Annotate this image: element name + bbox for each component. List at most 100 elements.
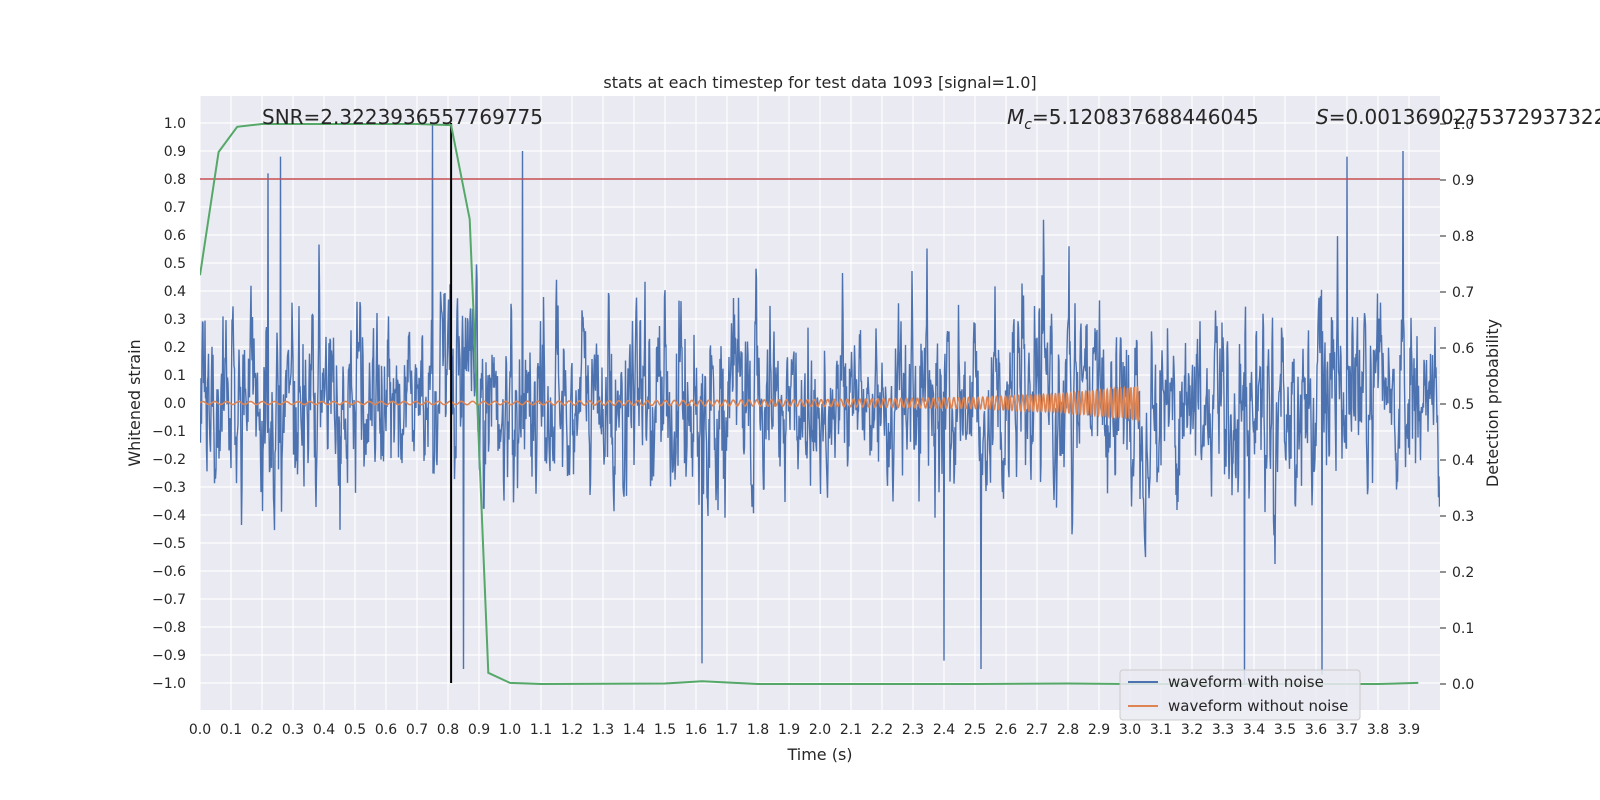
- legend-label-noise: waveform with noise: [1168, 673, 1324, 691]
- x-tick-label: 2.3: [902, 722, 924, 738]
- x-tick-label: 2.2: [871, 722, 893, 738]
- s-symbol: S: [1316, 105, 1329, 129]
- y-tick-label: 0.0: [164, 396, 186, 412]
- y2-tick-label: 0.1: [1452, 621, 1474, 637]
- y2-tick-label: 0.3: [1452, 509, 1474, 525]
- mc-value: =5.120837688446045: [1032, 105, 1259, 129]
- y-tick-label: 0.9: [164, 144, 186, 160]
- y-tick-label: −0.9: [152, 648, 186, 664]
- y2-tick-label: 0.6: [1452, 341, 1474, 357]
- x-tick-label: 0.4: [313, 722, 335, 738]
- series-line-probability: [200, 123, 1419, 686]
- noise-waveform-group: [200, 122, 1440, 684]
- x-tick-label: 3.3: [1212, 722, 1234, 738]
- y-axis-label: Whitened strain: [125, 339, 144, 466]
- x-tick-label: 3.2: [1181, 722, 1203, 738]
- y2-tick-label: 0.8: [1452, 229, 1474, 245]
- s-value: =0.0013690275372937322: [1329, 105, 1600, 129]
- s-annotation: S=0.0013690275372937322: [1316, 105, 1600, 129]
- x-tick-label: 0.0: [189, 722, 211, 738]
- y-tick-label: −0.3: [152, 480, 186, 496]
- x-tick-label: 2.1: [840, 722, 862, 738]
- x-tick-label: 1.0: [499, 722, 521, 738]
- y-ticks: 1.0 0.9 0.8 0.7 0.6 0.5 0.4 0.3 0.2 0.1 0.0 −0.1 −0.…: [152, 116, 186, 692]
- x-tick-label: 3.8: [1367, 722, 1389, 738]
- y2-ticks: 1.0 0.9 0.8 0.7 0.6 0.5 0.4 0.3 0.2 0.1 0.0: [1440, 117, 1474, 693]
- x-tick-label: 0.2: [251, 722, 273, 738]
- x-tick-label: 2.5: [964, 722, 986, 738]
- x-tick-label: 0.1: [220, 722, 242, 738]
- y-tick-label: 0.3: [164, 312, 186, 328]
- y2-tick-label: 0.2: [1452, 565, 1474, 581]
- x-axis-label: Time (s): [786, 745, 852, 764]
- series-line-noise: [200, 122, 1440, 684]
- y2-tick-label: 0.0: [1452, 677, 1474, 693]
- x-tick-label: 0.8: [437, 722, 459, 738]
- y-tick-label: −0.8: [152, 620, 186, 636]
- series-line-clean: [200, 385, 1141, 423]
- x-tick-label: 3.4: [1243, 722, 1265, 738]
- x-tick-label: 1.8: [747, 722, 769, 738]
- y-tick-label: 0.8: [164, 172, 186, 188]
- y2-tick-label: 0.9: [1452, 173, 1474, 189]
- x-tick-label: 0.3: [282, 722, 304, 738]
- y2-axis-label: Detection probability: [1483, 319, 1502, 487]
- x-tick-label: 1.7: [716, 722, 738, 738]
- y2-tick-label: 0.4: [1452, 453, 1474, 469]
- y-tick-label: 0.2: [164, 340, 186, 356]
- mc-symbol: M: [1007, 105, 1024, 129]
- y-tick-label: −1.0: [152, 676, 186, 692]
- x-tick-label: 1.2: [561, 722, 583, 738]
- x-tick-label: 0.6: [375, 722, 397, 738]
- y2-tick-label: 1.0: [1452, 117, 1474, 133]
- y-tick-label: 0.5: [164, 256, 186, 272]
- legend: waveform with noise waveform without noi…: [1119, 669, 1361, 721]
- x-tick-label: 1.5: [654, 722, 676, 738]
- y-tick-label: 1.0: [164, 116, 186, 132]
- x-tick-label: 1.6: [685, 722, 707, 738]
- x-tick-label: 2.0: [809, 722, 831, 738]
- x-tick-label: 3.7: [1336, 722, 1358, 738]
- x-ticks: 0.0 0.1 0.2 0.3 0.4 0.5 0.6 0.7 0.8 0.9 1.0 1.1 1.2 1…: [189, 722, 1420, 738]
- x-tick-label: 1.9: [778, 722, 800, 738]
- x-tick-label: 3.0: [1119, 722, 1141, 738]
- x-tick-label: 0.9: [468, 722, 490, 738]
- x-tick-label: 1.4: [623, 722, 645, 738]
- x-tick-label: 1.3: [592, 722, 614, 738]
- probability-group: [200, 123, 1419, 686]
- legend-label-clean: waveform without noise: [1168, 697, 1348, 715]
- x-tick-label: 0.5: [344, 722, 366, 738]
- mc-subscript: c: [1024, 117, 1032, 133]
- x-tick-label: 3.1: [1150, 722, 1172, 738]
- y-tick-label: −0.1: [152, 424, 186, 440]
- y-tick-label: −0.4: [152, 508, 186, 524]
- reference-lines-group: [200, 123, 1440, 683]
- y2-tick-label: 0.5: [1452, 397, 1474, 413]
- x-tick-label: 0.7: [406, 722, 428, 738]
- y-tick-label: −0.2: [152, 452, 186, 468]
- legend-box: [1119, 669, 1361, 721]
- x-tick-label: 2.7: [1026, 722, 1048, 738]
- snr-annotation: SNR=2.3223936557769775: [262, 105, 543, 129]
- x-tick-label: 1.1: [530, 722, 552, 738]
- x-tick-label: 3.9: [1398, 722, 1420, 738]
- y-tick-label: −0.6: [152, 564, 186, 580]
- y2-tick-label: 0.7: [1452, 285, 1474, 301]
- mc-annotation: Mc=5.120837688446045: [1007, 105, 1259, 133]
- x-tick-label: 2.8: [1057, 722, 1079, 738]
- x-tick-label: 3.6: [1305, 722, 1327, 738]
- x-tick-label: 3.5: [1274, 722, 1296, 738]
- y-tick-label: 0.6: [164, 228, 186, 244]
- y-tick-label: 0.1: [164, 368, 186, 384]
- y-tick-label: −0.5: [152, 536, 186, 552]
- y-tick-label: −0.7: [152, 592, 186, 608]
- x-tick-label: 2.6: [995, 722, 1017, 738]
- y-tick-label: 0.4: [164, 284, 186, 300]
- y-tick-label: 0.7: [164, 200, 186, 216]
- x-tick-label: 2.4: [933, 722, 955, 738]
- grid: [199, 96, 1440, 710]
- chart-title: stats at each timestep for test data 109…: [603, 73, 1036, 92]
- clean-waveform-group: [200, 385, 1141, 423]
- x-tick-label: 2.9: [1088, 722, 1110, 738]
